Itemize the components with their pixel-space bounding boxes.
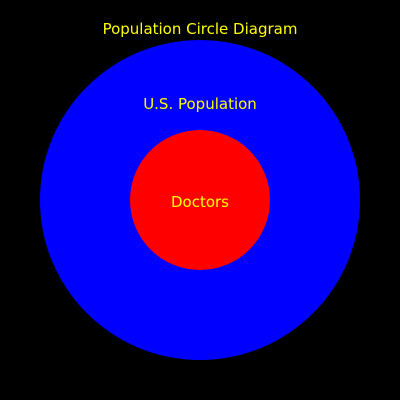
inner-circle-label: Doctors <box>171 193 229 211</box>
diagram-title: Population Circle Diagram <box>103 20 298 38</box>
inner-circle-doctors <box>130 130 270 270</box>
outer-circle-label: U.S. Population <box>143 95 257 113</box>
